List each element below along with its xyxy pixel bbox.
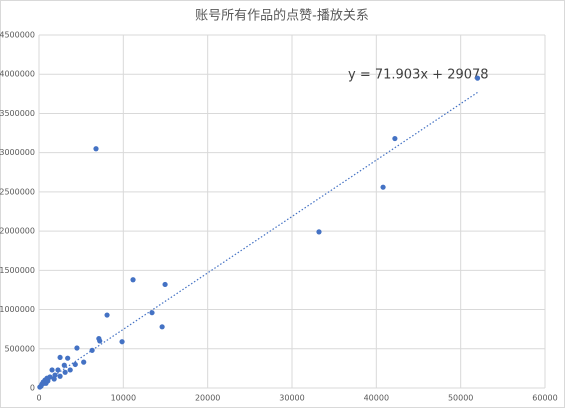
point bbox=[119, 339, 125, 345]
point bbox=[72, 361, 78, 368]
point bbox=[57, 354, 63, 361]
x-tick-label: 10000 bbox=[111, 394, 136, 403]
point bbox=[51, 376, 57, 382]
point bbox=[67, 367, 73, 373]
y-tick-label: 4000000 bbox=[0, 70, 35, 79]
point bbox=[57, 373, 63, 379]
chart-title: 账号所有作品的点赞-播放关系 bbox=[195, 8, 369, 24]
point bbox=[130, 277, 136, 283]
point bbox=[43, 380, 49, 386]
y-tick-label: 1000000 bbox=[0, 305, 35, 314]
point bbox=[74, 345, 80, 351]
point bbox=[97, 338, 103, 344]
point bbox=[81, 359, 87, 365]
point bbox=[37, 384, 43, 390]
point bbox=[89, 347, 95, 353]
y-tick-label: 1500000 bbox=[0, 266, 35, 275]
point bbox=[474, 75, 481, 81]
point bbox=[49, 367, 55, 373]
point bbox=[65, 355, 71, 361]
y-tick-label: 2000000 bbox=[0, 227, 35, 236]
point bbox=[61, 362, 67, 368]
x-tick-label: 0 bbox=[36, 394, 41, 403]
y-tick-label: 3500000 bbox=[0, 109, 35, 118]
point bbox=[52, 372, 58, 378]
y-tick-label: 4500000 bbox=[0, 31, 35, 40]
point bbox=[104, 312, 110, 318]
point bbox=[316, 229, 322, 235]
y-tick-label: 2500000 bbox=[0, 187, 35, 196]
x-tick-label: 30000 bbox=[279, 394, 304, 403]
x-tick-label: 20000 bbox=[195, 394, 220, 403]
trendline bbox=[39, 91, 478, 386]
point bbox=[380, 184, 386, 190]
x-tick-label: 40000 bbox=[364, 394, 389, 403]
point bbox=[159, 324, 165, 330]
point bbox=[162, 281, 168, 288]
x-tick-label: 60000 bbox=[532, 394, 557, 403]
point bbox=[55, 367, 61, 373]
x-tick-label: 50000 bbox=[448, 394, 473, 403]
y-tick-label: 3000000 bbox=[0, 148, 35, 157]
point bbox=[93, 146, 99, 152]
trendline-label: y = 71.903x + 29078 bbox=[348, 68, 489, 83]
y-tick-label: 500000 bbox=[4, 344, 35, 353]
y-tick-label: 0 bbox=[30, 384, 35, 393]
point bbox=[149, 310, 155, 316]
point bbox=[392, 135, 398, 142]
point bbox=[62, 369, 68, 375]
